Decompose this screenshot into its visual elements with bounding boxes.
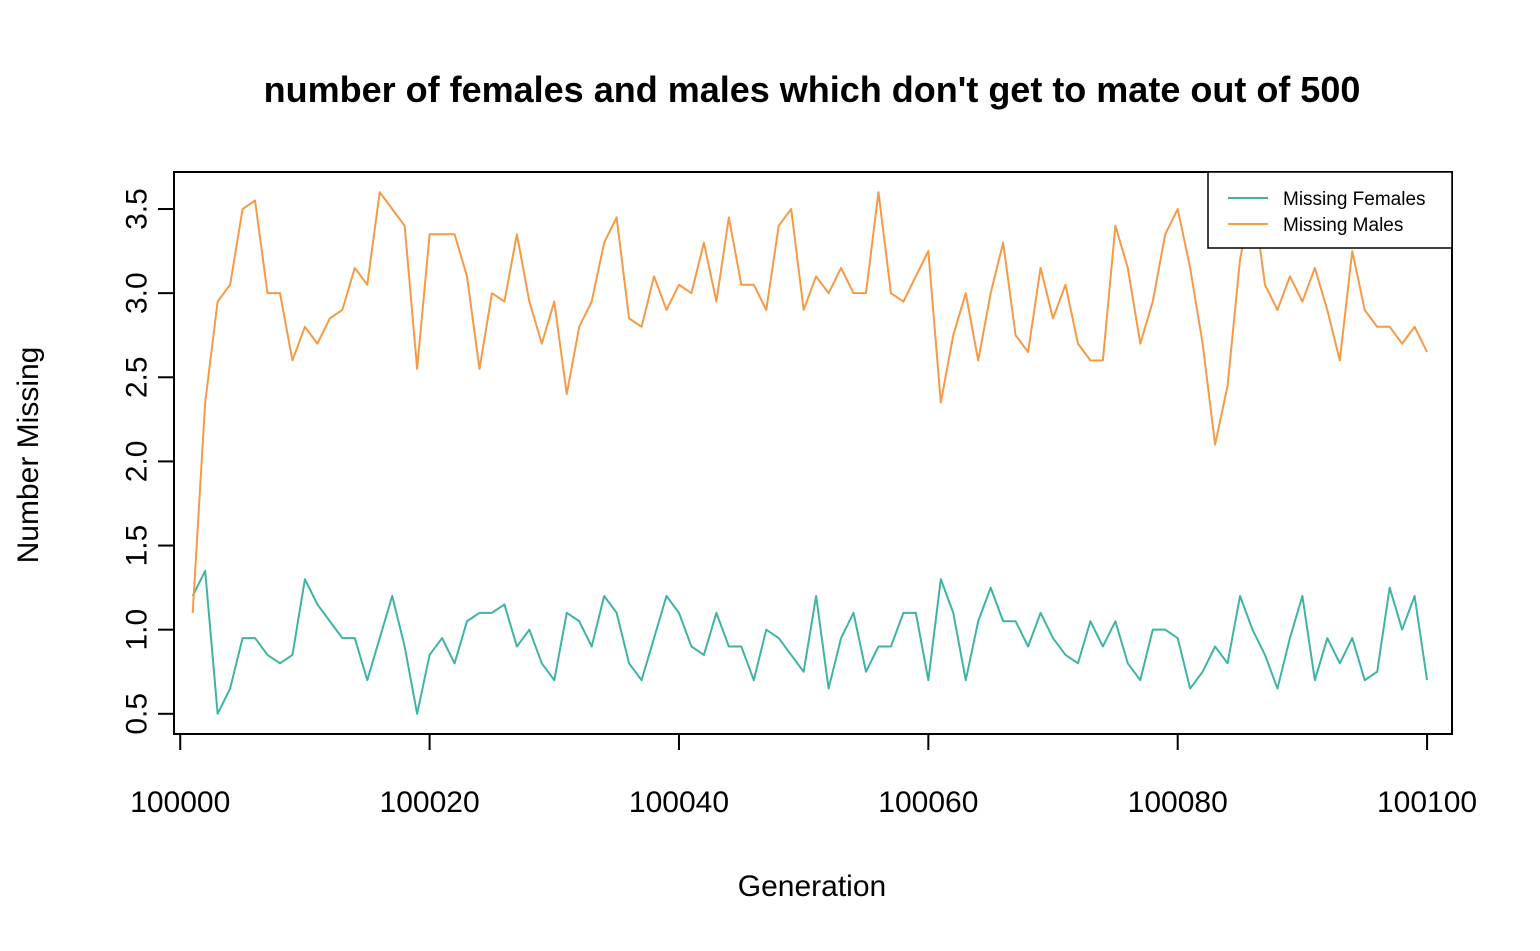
- legend-box: [1207, 171, 1453, 249]
- chart-title: number of females and males which don't …: [264, 69, 1361, 110]
- series-line-missing-females: [191, 569, 1429, 715]
- y-tick-label: 0.5: [121, 693, 154, 735]
- y-tick-label: 1.5: [121, 525, 154, 567]
- y-axis-label: Number Missing: [12, 347, 45, 564]
- x-tick-label: 100060: [878, 786, 978, 819]
- legend-label-missing-males: Missing Males: [1283, 215, 1403, 236]
- x-axis-label: Generation: [738, 870, 886, 903]
- y-tick-label: 3.5: [121, 188, 154, 230]
- series-group: [191, 191, 1429, 715]
- y-tick-label: 3.0: [121, 272, 154, 314]
- legend: Missing Females Missing Males: [1207, 171, 1453, 249]
- legend-label-missing-females: Missing Females: [1283, 189, 1426, 210]
- x-tick-label: 100020: [380, 786, 480, 819]
- x-tick-label: 100080: [1128, 786, 1228, 819]
- x-tick-label: 100100: [1377, 786, 1477, 819]
- y-tick-label: 1.0: [121, 609, 154, 651]
- y-axis: 0.5 1.0 1.5 2.0 2.5 3.0 3.5: [121, 188, 175, 735]
- y-tick-label: 2.5: [121, 356, 154, 398]
- series-line-missing-males: [191, 191, 1428, 613]
- x-axis: 100000 100020 100040 100060 100080 100100: [130, 733, 1477, 819]
- y-tick-label: 2.0: [121, 441, 154, 483]
- x-tick-label: 100000: [130, 786, 230, 819]
- x-tick-label: 100040: [629, 786, 729, 819]
